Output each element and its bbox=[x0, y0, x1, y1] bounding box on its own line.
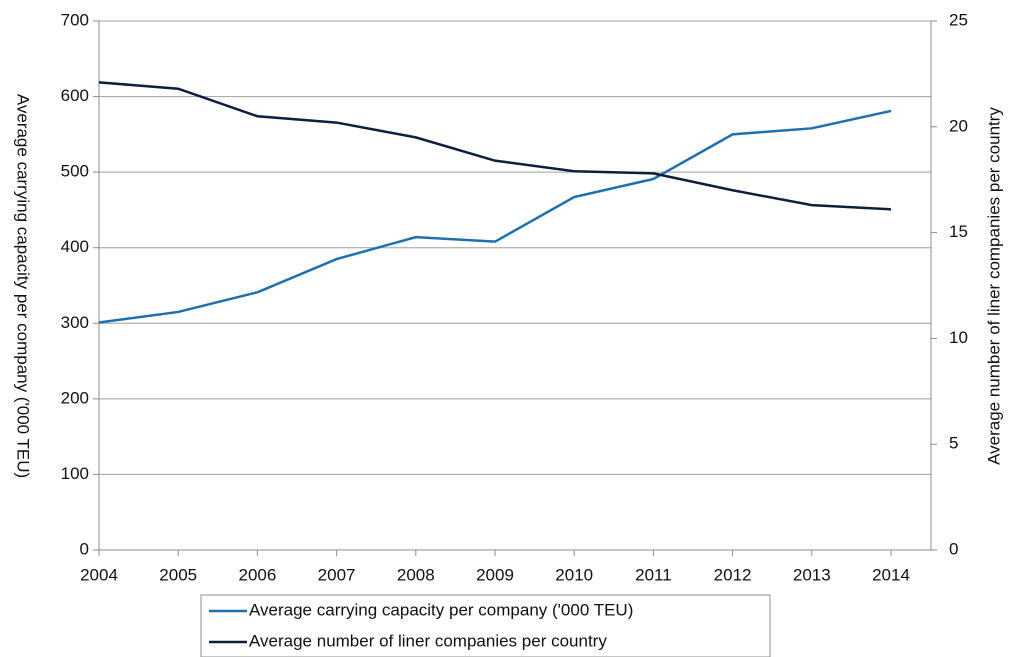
y2-axis-label: Average number of liner companies per co… bbox=[984, 107, 1003, 465]
x-tick-label: 2009 bbox=[476, 565, 514, 584]
y-tick-label: 600 bbox=[61, 86, 89, 105]
x-tick-label: 2011 bbox=[635, 565, 672, 584]
legend-label: Average carrying capacity per company ('… bbox=[249, 600, 633, 619]
y-tick-label: 400 bbox=[61, 237, 89, 256]
series-line bbox=[98, 109, 892, 324]
y2-tick-label: 10 bbox=[949, 328, 968, 347]
y-tick-label: 300 bbox=[61, 313, 89, 332]
y2-tick-label: 5 bbox=[949, 434, 958, 453]
y-tick-label: 100 bbox=[61, 464, 89, 483]
y2-tick-label: 15 bbox=[949, 222, 968, 241]
y-tick-label: 500 bbox=[61, 162, 89, 181]
x-tick-label: 2005 bbox=[159, 565, 197, 584]
x-tick-label: 2006 bbox=[238, 565, 276, 584]
series-line bbox=[98, 81, 892, 211]
y2-tick-label: 20 bbox=[949, 116, 968, 135]
y-tick-label: 700 bbox=[61, 10, 89, 29]
y-tick-label: 0 bbox=[80, 539, 89, 558]
y2-tick-label: 0 bbox=[949, 539, 958, 558]
y-axis-label: Average carrying capacity per company ('… bbox=[14, 94, 33, 478]
x-tick-label: 2012 bbox=[714, 565, 752, 584]
legend-box bbox=[200, 594, 771, 657]
x-tick-label: 2007 bbox=[318, 565, 356, 584]
legend-label: Average number of liner companies per co… bbox=[249, 631, 607, 650]
x-tick-label: 2013 bbox=[793, 565, 831, 584]
x-tick-label: 2008 bbox=[397, 565, 435, 584]
x-tick-label: 2010 bbox=[555, 565, 593, 584]
x-tick-label: 2014 bbox=[872, 565, 910, 584]
y2-tick-label: 25 bbox=[949, 10, 968, 29]
y-tick-label: 200 bbox=[61, 388, 89, 407]
x-tick-label: 2004 bbox=[80, 565, 118, 584]
